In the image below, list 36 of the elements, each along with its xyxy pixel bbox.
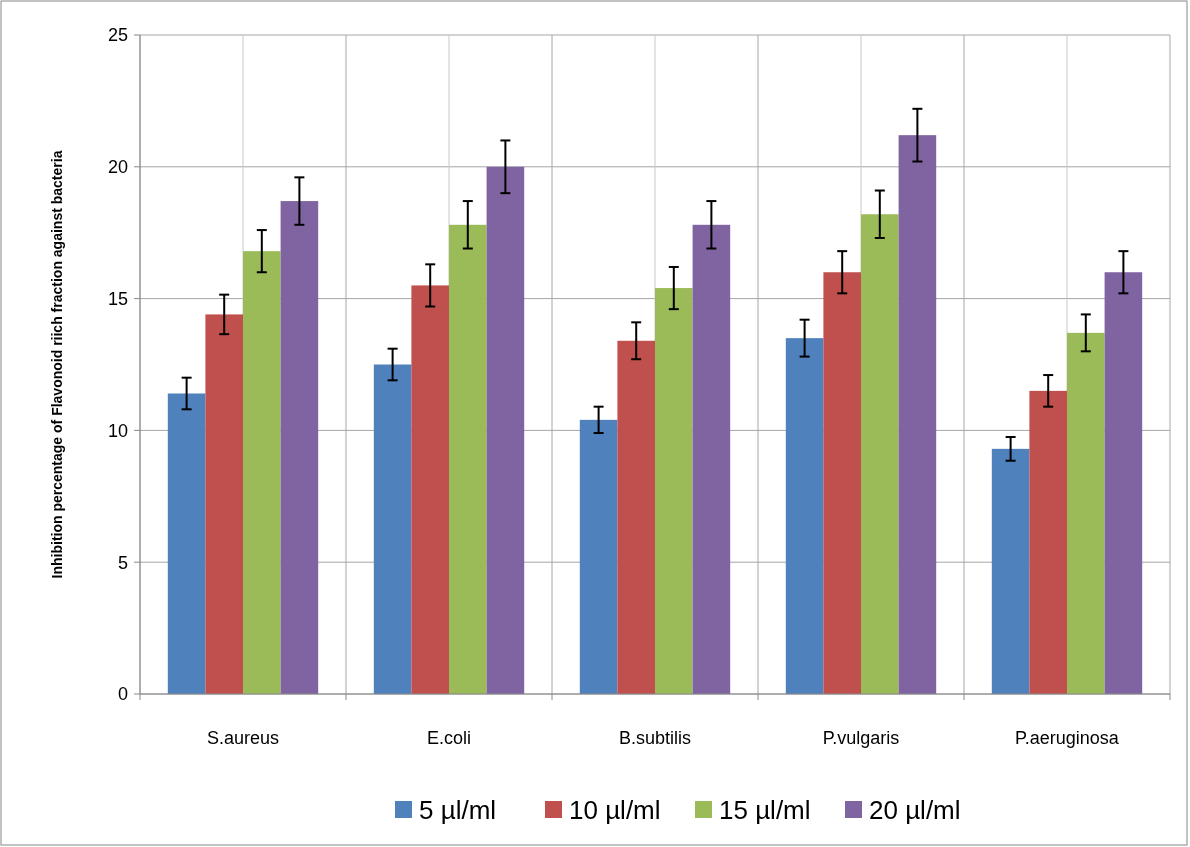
bar xyxy=(486,166,525,694)
bar xyxy=(861,214,899,694)
bar xyxy=(617,340,655,694)
y-tick-label: 0 xyxy=(117,684,128,705)
bar xyxy=(692,224,731,694)
legend-label: 20 µl/ml xyxy=(869,795,961,826)
bar xyxy=(373,364,412,694)
bar xyxy=(280,201,319,694)
bar xyxy=(449,224,487,694)
bar xyxy=(898,135,937,694)
x-tick-label: E.coli xyxy=(426,728,472,748)
bar xyxy=(655,288,693,694)
y-tick-label: 5 xyxy=(117,552,128,573)
y-tick-label: 25 xyxy=(107,25,128,46)
x-tick-label: P.aeruginosa xyxy=(1015,728,1120,748)
bar xyxy=(1029,390,1068,694)
legend-label: 5 µl/ml xyxy=(419,795,497,826)
legend-label: 10 µl/ml xyxy=(569,795,661,826)
bar xyxy=(243,251,281,694)
legend-label: 15 µl/ml xyxy=(719,795,811,826)
bar xyxy=(823,272,861,694)
x-tick-label: B.subtilis xyxy=(618,728,692,748)
x-tick-label: P.vulgaris xyxy=(822,728,900,748)
y-axis-title: Inhibition percentage of Flavonoid riich fraction against bacteria xyxy=(49,150,65,579)
bar xyxy=(785,338,824,694)
y-tick-label: 10 xyxy=(107,420,128,441)
bar xyxy=(1104,272,1143,694)
bar xyxy=(205,314,243,694)
y-tick-label: 15 xyxy=(107,288,128,309)
y-tick-label: 20 xyxy=(107,157,128,178)
bar xyxy=(167,393,206,694)
bar xyxy=(411,285,449,694)
bar xyxy=(579,419,618,694)
x-tick-label: S.aureus xyxy=(206,728,280,748)
bar xyxy=(991,448,1030,694)
bar xyxy=(1067,332,1105,694)
